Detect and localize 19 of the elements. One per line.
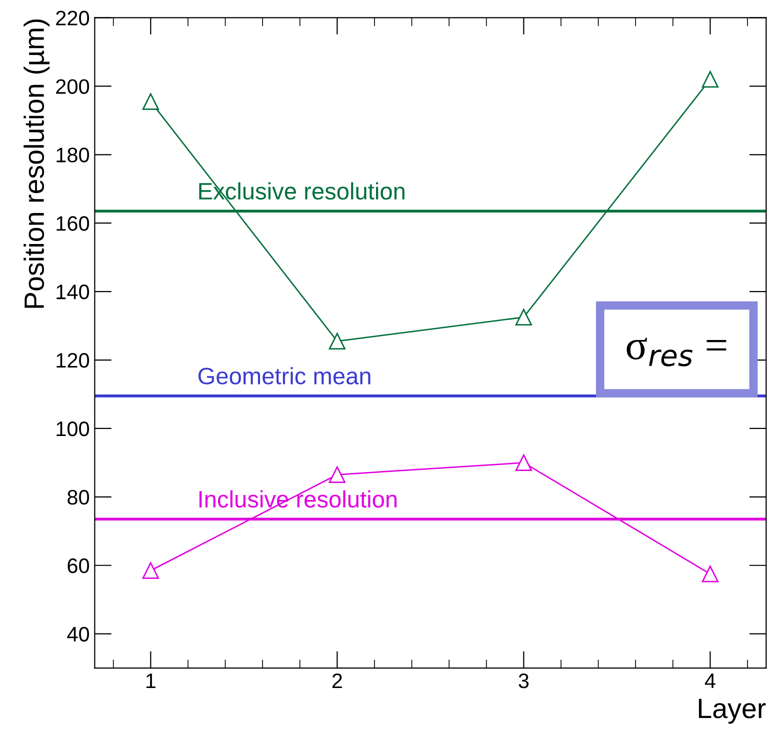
- y-tick-label: 100: [56, 421, 90, 436]
- x-tick-label: 1: [146, 674, 156, 688]
- ref-line-label: Inclusive resolution: [199, 490, 397, 508]
- y-tick-label: 160: [56, 216, 90, 231]
- y-tick-label: 220: [56, 10, 90, 26]
- x-tick-label: 2: [332, 673, 342, 688]
- y-tick-label: 80: [68, 490, 90, 505]
- y-tick-label: 200: [56, 79, 90, 94]
- y-tick-label: 60: [68, 558, 90, 574]
- y-axis-title: Position resolution (µm): [24, 19, 50, 308]
- ref-line-label: Geometric mean: [198, 367, 370, 384]
- y-tick-label: 140: [56, 284, 90, 300]
- y-tick-label: 40: [67, 626, 90, 642]
- y-tick-label: 120: [56, 353, 90, 368]
- x-tick-label: 3: [518, 673, 529, 688]
- y-tick-label: 180: [56, 148, 90, 162]
- x-tick-label: 4: [704, 674, 716, 688]
- x-axis-title: Layer: [698, 698, 766, 724]
- annotation: σ$_{res}$ =: [626, 338, 726, 366]
